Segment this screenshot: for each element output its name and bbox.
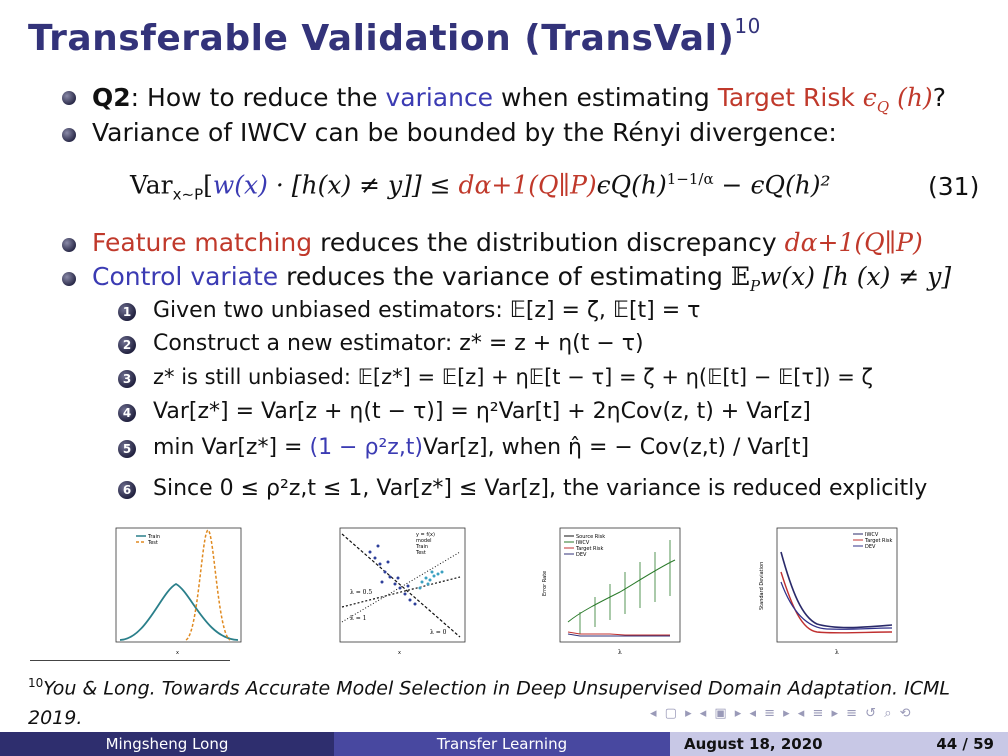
svg-text:Test: Test (147, 540, 158, 546)
navigation-icons[interactable]: ◂ ▢ ▸ ◂ ▣ ▸ ◂ ≡ ▸ ◂ ≡ ▸ ≡ ↺ ⌕ ⟲ (650, 706, 913, 721)
step-number-icon: 2 (118, 336, 136, 354)
footnote: 10You & Long. Towards Accurate Model Sel… (28, 676, 950, 730)
figure-error-rate: Source Risk IWCV Target Risk DEV Error R… (542, 527, 681, 656)
title-footnote-mark: 10 (734, 14, 761, 38)
step-number-icon: 1 (118, 303, 136, 321)
footnote-rule (30, 660, 230, 661)
footer-course: Transfer Learning (334, 732, 670, 756)
footer-date-page: August 18, 2020 44 / 59 (670, 732, 1008, 756)
bullet-q2: Q2: How to reduce the variance when esti… (92, 83, 946, 116)
equation-31: Varx∼P[w(x) · [h(x) ≠ y]] ≤ dα+1(Q∥P)ϵQ(… (130, 170, 831, 204)
svg-text:x: x (398, 650, 401, 656)
svg-text:IWCV: IWCV (576, 540, 590, 546)
svg-text:λ: λ (835, 649, 839, 656)
svg-text:Target Risk: Target Risk (864, 538, 893, 544)
bullet-icon (62, 272, 76, 286)
bullet-iwcv: Variance of IWCV can be bounded by the R… (92, 118, 837, 147)
figure-distributions: Train Test x (115, 527, 242, 656)
svg-text:λ = 0: λ = 0 (430, 629, 447, 636)
step-1: Given two unbiased estimators: 𝔼[z] = ζ,… (153, 298, 701, 323)
footer-date: August 18, 2020 (684, 735, 823, 753)
step-3: z* is still unbiased: 𝔼[z*] = 𝔼[z] + η𝔼[… (153, 365, 873, 389)
figure-regression: y = f(x) model Train Test λ = 0.5 λ = 1 … (339, 527, 466, 656)
step-6: Since 0 ≤ ρ²z,t ≤ 1, Var[z*] ≤ Var[z], t… (153, 476, 928, 501)
equation-number: (31) (928, 172, 980, 201)
svg-text:Test: Test (415, 550, 426, 556)
svg-text:λ = 1: λ = 1 (350, 615, 366, 622)
svg-text:Target Risk: Target Risk (575, 546, 604, 552)
svg-text:λ = 0.5: λ = 0.5 (350, 589, 372, 596)
svg-text:Standard Deviation: Standard Deviation (759, 562, 765, 610)
svg-text:Train: Train (415, 544, 428, 550)
svg-text:IWCV: IWCV (865, 532, 879, 538)
step-5: min Var[z*] = (1 − ρ²z,t)Var[z], when η̂… (153, 435, 810, 460)
figure-std-dev: IWCV Target Risk DEV Standard Deviation … (759, 527, 898, 656)
footer-page: 44 / 59 (936, 735, 994, 753)
footer-bar: Mingsheng Long Transfer Learning August … (0, 732, 1008, 756)
bullet-icon (62, 91, 76, 105)
svg-text:DEV: DEV (865, 544, 876, 550)
footer-author: Mingsheng Long (0, 732, 334, 756)
svg-text:y = f(x): y = f(x) (416, 532, 435, 538)
step-number-icon: 6 (118, 481, 136, 499)
bullet-control-variate: Control variate reduces the variance of … (92, 262, 952, 295)
step-2: Construct a new estimator: z* = z + η(t … (153, 331, 644, 356)
bullet-icon (62, 128, 76, 142)
svg-text:Train: Train (147, 534, 160, 540)
svg-text:Source Risk: Source Risk (576, 534, 605, 540)
step-number-icon: 4 (118, 404, 136, 422)
svg-text:Error Rate: Error Rate (542, 571, 548, 596)
step-number-icon: 5 (118, 440, 136, 458)
step-number-icon: 3 (118, 370, 136, 388)
svg-text:x: x (176, 650, 179, 656)
svg-text:λ: λ (618, 649, 622, 656)
step-4: Var[z*] = Var[z + η(t − τ)] = η²Var[t] +… (153, 399, 811, 424)
svg-text:model: model (416, 538, 432, 544)
slide-title: Transferable Validation (TransVal)10 (28, 14, 761, 59)
svg-text:DEV: DEV (576, 552, 587, 558)
bullet-icon (62, 238, 76, 252)
bullet-feature-matching: Feature matching reduces the distributio… (92, 228, 923, 257)
